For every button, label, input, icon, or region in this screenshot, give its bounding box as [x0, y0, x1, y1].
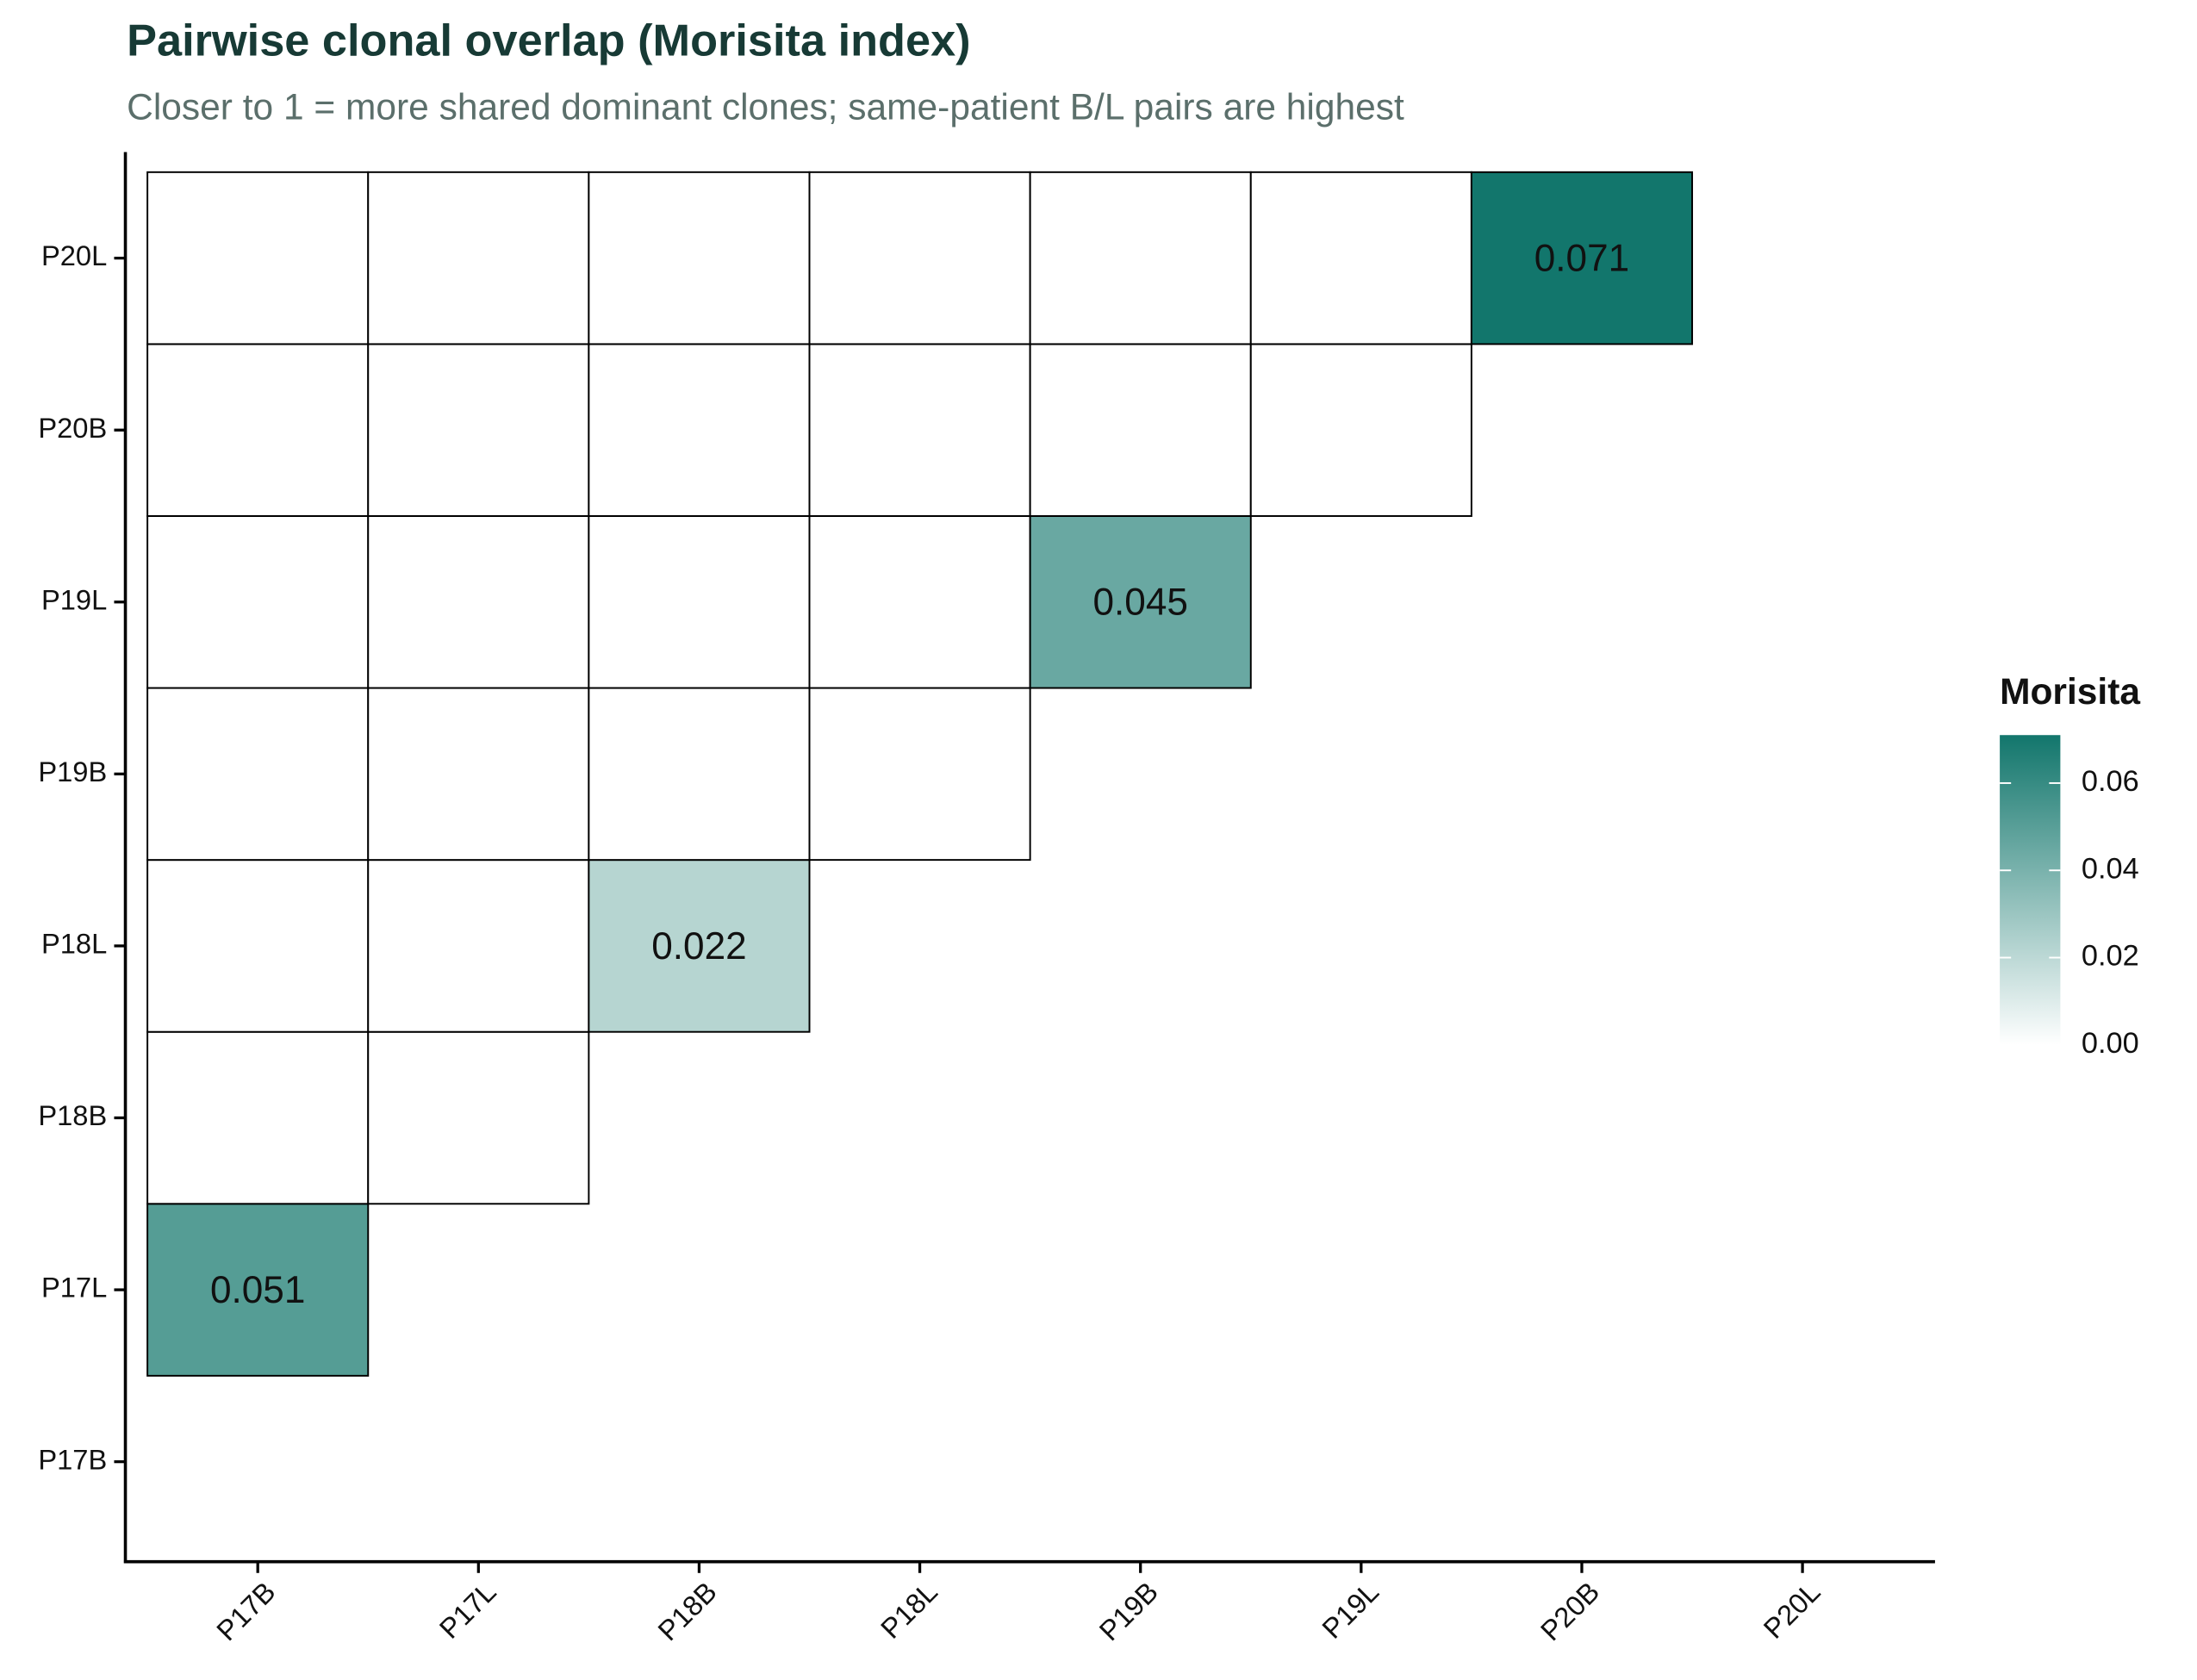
colorbar-tick-label: 0.00 [2082, 1027, 2139, 1060]
x-tick-label: P17L [433, 1576, 502, 1645]
heatmap-cell [1470, 171, 1694, 345]
heatmap-cell [588, 343, 811, 517]
heatmap-cell [146, 343, 370, 517]
colorbar-tick-label: 0.02 [2082, 940, 2139, 973]
colorbar-tick-label: 0.04 [2082, 852, 2139, 885]
heatmap-cell [367, 687, 590, 862]
y-tick-label: P18B [38, 1099, 107, 1131]
heatmap-cell [1249, 343, 1472, 517]
x-tick-label: P20B [1534, 1576, 1606, 1647]
cell-label: 0.022 [651, 925, 746, 968]
y-tick-label: P19L [41, 583, 107, 615]
x-tick-label: P18B [651, 1576, 723, 1647]
heatmap-cell [367, 171, 590, 345]
x-tick-label: P18L [874, 1576, 943, 1645]
heatmap-cell [146, 687, 370, 862]
heatmap-cell [588, 171, 811, 345]
heatmap-cell [367, 514, 590, 689]
y-tick-label: P17L [41, 1272, 107, 1304]
colorbar [2000, 735, 2061, 1045]
heatmap-cell [367, 343, 590, 517]
y-tick-label: P20L [41, 240, 107, 271]
heatmap-cell [1029, 171, 1252, 345]
colorbar-tick-label: 0.06 [2082, 765, 2139, 798]
heatmap-cell [146, 514, 370, 689]
x-tick-label: P17B [210, 1576, 282, 1647]
heatmap-cell [1029, 343, 1252, 517]
y-tick-label: P17B [38, 1443, 107, 1475]
heatmap-cell [146, 1030, 370, 1205]
y-tick-label: P20B [38, 412, 107, 444]
cell-label: 0.051 [210, 1269, 305, 1311]
legend-title: Morisita [2000, 672, 2140, 712]
x-tick-label: P20L [1757, 1576, 1826, 1645]
heatmap-cell [808, 687, 1031, 862]
y-tick-label: P18L [41, 928, 107, 960]
y-tick-label: P19B [38, 756, 107, 787]
chart-subtitle: Closer to 1 = more shared dominant clone… [127, 88, 1404, 128]
heatmap-cell [367, 1030, 590, 1205]
heatmap-cell [588, 514, 811, 689]
heatmap-cell [588, 687, 811, 862]
cell-label: 0.045 [1092, 582, 1187, 624]
heatmap-cell [808, 171, 1031, 345]
heatmap-cell [808, 514, 1031, 689]
heatmap-cell [367, 859, 590, 1033]
heatmap-cell [1249, 171, 1472, 345]
heatmap-cell [146, 859, 370, 1033]
heatmap-cell [146, 171, 370, 345]
chart-title: Pairwise clonal overlap (Morisita index) [127, 16, 970, 65]
x-tick-label: P19L [1316, 1576, 1385, 1645]
heatmap-cell [808, 343, 1031, 517]
cell-label: 0.071 [1534, 238, 1629, 280]
x-tick-label: P19B [1092, 1576, 1164, 1647]
